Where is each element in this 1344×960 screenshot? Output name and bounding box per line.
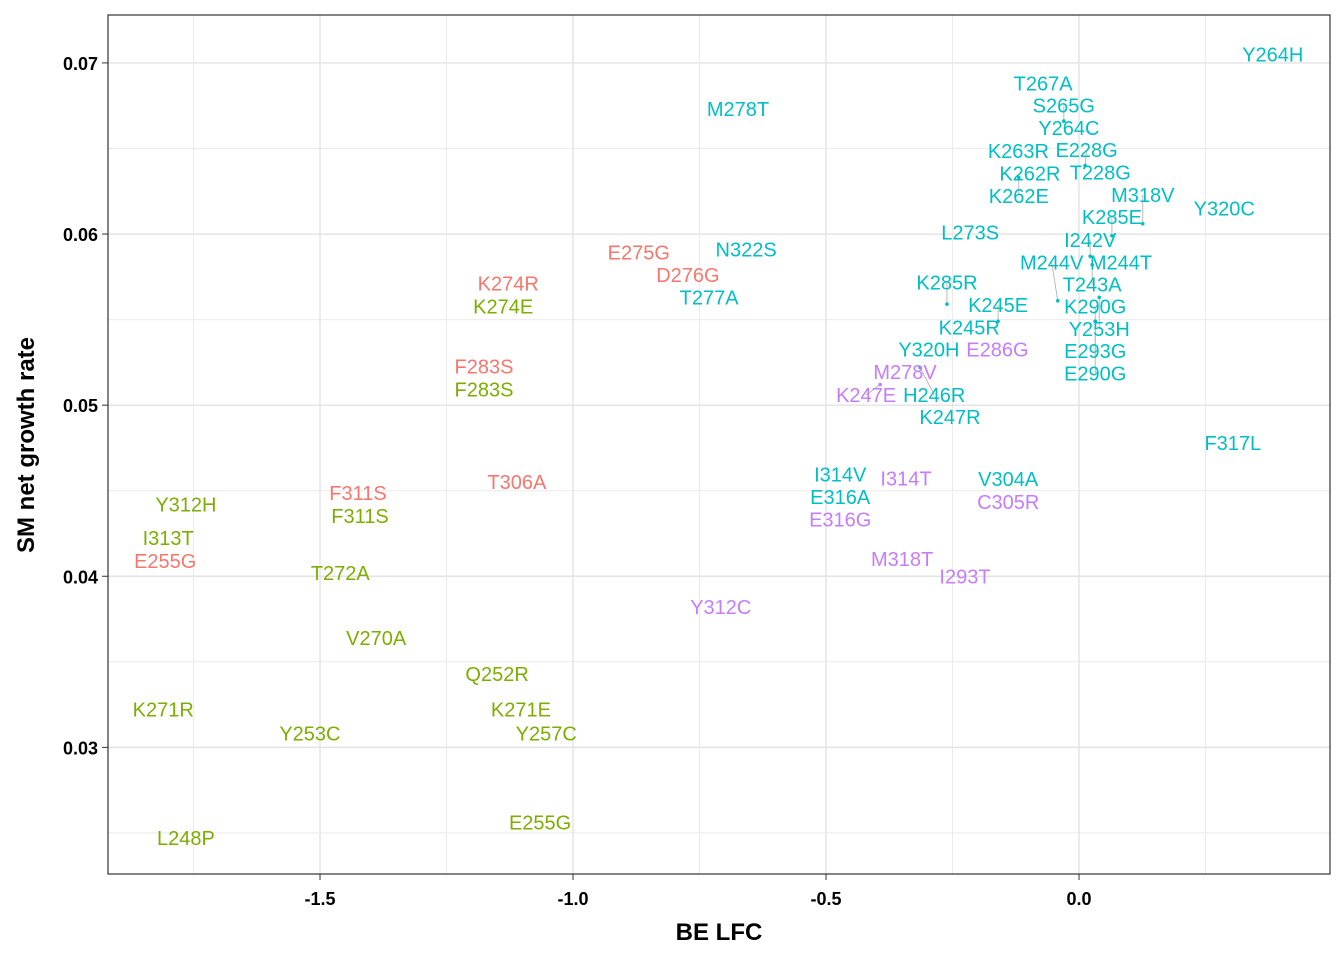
- point-label: V304A: [978, 469, 1039, 491]
- point-label: E316A: [810, 487, 871, 509]
- point-label: K271E: [491, 700, 551, 722]
- point-label: I314V: [814, 465, 867, 487]
- point-anchor: [996, 319, 1000, 324]
- point-label: T228G: [1070, 163, 1131, 185]
- point-anchor: [1110, 233, 1114, 238]
- point-label: S265G: [1033, 96, 1095, 118]
- point-label: T243A: [1063, 275, 1123, 297]
- point-anchor: [878, 382, 882, 387]
- point-label: E255G: [509, 813, 571, 835]
- point-label: E255G: [134, 551, 196, 573]
- point-anchor: [1088, 254, 1092, 259]
- point-anchor: [1055, 298, 1060, 303]
- point-label: Y320C: [1194, 198, 1255, 220]
- point-label: M278V: [873, 362, 937, 384]
- point-label: K247E: [836, 385, 896, 407]
- point-label: F283S: [455, 356, 514, 378]
- point-label: E275G: [608, 243, 670, 265]
- point-anchor: [1090, 263, 1094, 267]
- point-label: Y253C: [279, 724, 340, 746]
- point-label: K274R: [478, 273, 539, 295]
- point-label: Y264C: [1038, 118, 1099, 140]
- point-label: F311S: [331, 506, 388, 528]
- point-label: M244T: [1090, 252, 1152, 274]
- point-label: F317L: [1204, 433, 1261, 455]
- point-label: T306A: [487, 472, 547, 494]
- point-label: I313T: [143, 528, 194, 550]
- point-label: E286G: [966, 340, 1028, 362]
- point-label: M244V: [1020, 253, 1084, 275]
- data-labels: Y264H T267A M278T S265GY264CK263RK262RK262E…: [133, 44, 1304, 850]
- point-label: T272A: [311, 563, 371, 585]
- leader-line: [865, 384, 881, 396]
- point-anchor: [1093, 319, 1098, 324]
- point-label: K262E: [989, 186, 1049, 208]
- point-label: E293G: [1064, 341, 1126, 363]
- leader-line: [1051, 262, 1059, 301]
- point-label: Y257C: [516, 724, 577, 746]
- point-label: Y264H: [1242, 44, 1303, 66]
- point-anchor: [1083, 163, 1087, 168]
- point-label: M318T: [871, 549, 933, 571]
- point-label: L248P: [157, 828, 215, 850]
- y-tick-label: 0.05: [63, 396, 98, 416]
- plot-border: [107, 14, 1331, 875]
- x-axis-label: BE LFC: [676, 919, 763, 946]
- point-label: K245E: [968, 295, 1028, 317]
- point-label: K285E: [1082, 207, 1142, 229]
- point-label: E290G: [1064, 364, 1126, 386]
- point-label: D276G: [656, 265, 719, 287]
- point-label: I242V: [1064, 230, 1117, 252]
- point-label: H246R: [903, 385, 965, 407]
- point-anchor: [1062, 119, 1066, 123]
- point-label: F311S: [329, 483, 386, 505]
- leader-line: [1084, 150, 1087, 166]
- point-label: L273S: [941, 222, 999, 244]
- point-label: C305R: [977, 492, 1039, 514]
- point-label: T267A: [1014, 73, 1074, 95]
- point-label: N322S: [716, 239, 777, 261]
- point-label: F283S: [455, 379, 514, 401]
- point-label: T277A: [680, 287, 740, 309]
- point-label: Q252R: [465, 664, 528, 686]
- point-label: K262R: [999, 163, 1060, 185]
- y-tick-label: 0.04: [63, 567, 98, 587]
- point-anchor: [945, 302, 949, 306]
- point-label: K247R: [919, 407, 980, 429]
- point-label: K274E: [473, 296, 533, 318]
- point-label: M318V: [1111, 185, 1175, 207]
- point-anchor: [1097, 295, 1102, 300]
- y-tick-label: 0.07: [63, 54, 98, 74]
- y-axis-label: SM net growth rate: [13, 337, 40, 553]
- point-label: E228G: [1055, 140, 1117, 162]
- point-label: M278T: [707, 99, 769, 121]
- point-label: V270A: [346, 628, 407, 650]
- point-anchor: [918, 365, 922, 370]
- point-anchor: [1017, 175, 1021, 180]
- point-label: K245R: [939, 317, 1000, 339]
- point-label: K290G: [1064, 297, 1126, 319]
- leader-line: [919, 367, 935, 396]
- point-label: Y320H: [898, 340, 959, 362]
- point-label: K263R: [988, 141, 1049, 163]
- x-tick-label: -1.0: [558, 889, 589, 909]
- point-label: K285R: [916, 273, 977, 295]
- point-label: I293T: [939, 566, 990, 588]
- point-label: I314T: [880, 469, 931, 491]
- grid: [108, 15, 1330, 874]
- point-anchor: [1140, 221, 1145, 226]
- y-tick-label: 0.03: [63, 738, 98, 758]
- point-label: Y312H: [155, 494, 216, 516]
- x-tick-label: -1.5: [305, 889, 336, 909]
- x-tick-label: 0.0: [1067, 889, 1092, 909]
- axis-ticks: -1.5 -1.0 -0.5 0.0 0.03 0.04 0.05 0.06 0.07: [63, 54, 1092, 909]
- point-label: E316G: [809, 509, 871, 531]
- label-leader-lines: [865, 105, 1145, 396]
- point-label: K271R: [133, 700, 194, 722]
- point-label: Y253H: [1069, 319, 1130, 341]
- point-label: Y312C: [690, 597, 751, 619]
- y-tick-label: 0.06: [63, 225, 98, 245]
- x-tick-label: -0.5: [811, 889, 842, 909]
